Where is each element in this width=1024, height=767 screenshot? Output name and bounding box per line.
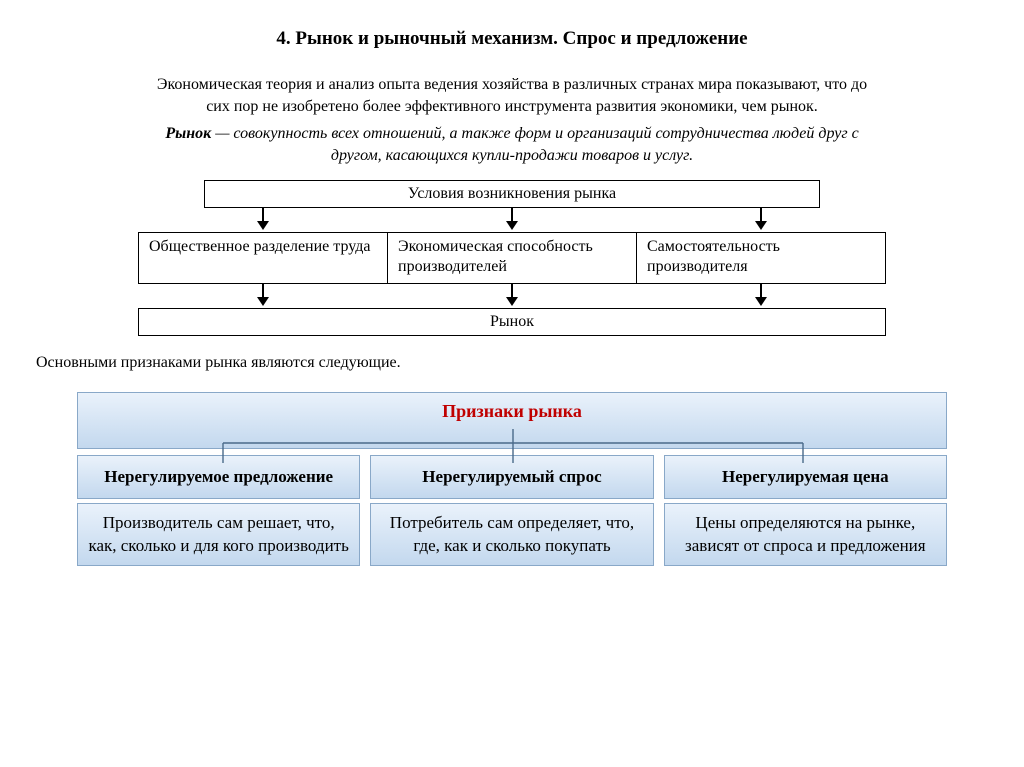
d1-arrows-top bbox=[138, 208, 886, 232]
d1-bottom-box: Рынок bbox=[138, 308, 886, 336]
d1-mid-row: Общественное разделение труда Экономичес… bbox=[138, 232, 886, 284]
intro-line-1: Экономическая теория и анализ опыта веде… bbox=[157, 76, 867, 93]
d2-head-cell: Нерегулируемая цена bbox=[664, 455, 947, 499]
d1-mid-cell: Самостоятельность производителя bbox=[636, 233, 885, 283]
d2-body-cell: Производитель сам решает, что, как, скол… bbox=[77, 503, 360, 565]
definition-rest-1: — совокупность всех отношений, а также ф… bbox=[211, 125, 858, 142]
d1-arrows-bottom bbox=[138, 284, 886, 308]
intro-line-2: сих пор не изобретено более эффективного… bbox=[206, 98, 818, 115]
d2-head-cell: Нерегулируемое предложение bbox=[77, 455, 360, 499]
d2-body-cell: Потребитель сам определяет, что, где, ка… bbox=[370, 503, 653, 565]
d2-body-cell: Цены определяются на рынке, зависят от с… bbox=[664, 503, 947, 565]
definition-term: Рынок bbox=[165, 125, 211, 142]
d2-header-box: Признаки рынка bbox=[77, 392, 947, 449]
d2-header-title: Признаки рынка bbox=[78, 401, 946, 422]
diagram-conditions: Условия возникновения рынка Общественное… bbox=[132, 180, 892, 336]
d2-head-row: Нерегулируемое предложение Нерегулируемы… bbox=[77, 455, 947, 499]
d1-mid-cell: Экономическая способность производителей bbox=[387, 233, 636, 283]
intro-text: Экономическая теория и анализ опыта веде… bbox=[36, 74, 988, 117]
definition-text: Рынок — совокупность всех отношений, а т… bbox=[36, 123, 988, 166]
page-title: 4. Рынок и рыночный механизм. Спрос и пр… bbox=[36, 28, 988, 50]
d2-head-cell: Нерегулируемый спрос bbox=[370, 455, 653, 499]
note-text: Основными признаками рынка являются след… bbox=[36, 354, 988, 372]
d1-top-box: Условия возникновения рынка bbox=[204, 180, 820, 208]
diagram-features: Признаки рынка Нерегулируемое предложени… bbox=[77, 392, 947, 565]
d2-body-row: Производитель сам решает, что, как, скол… bbox=[77, 503, 947, 565]
d1-mid-cell: Общественное разделение труда bbox=[139, 233, 387, 283]
definition-rest-2: другом, касающихся купли-продажи товаров… bbox=[331, 147, 693, 164]
